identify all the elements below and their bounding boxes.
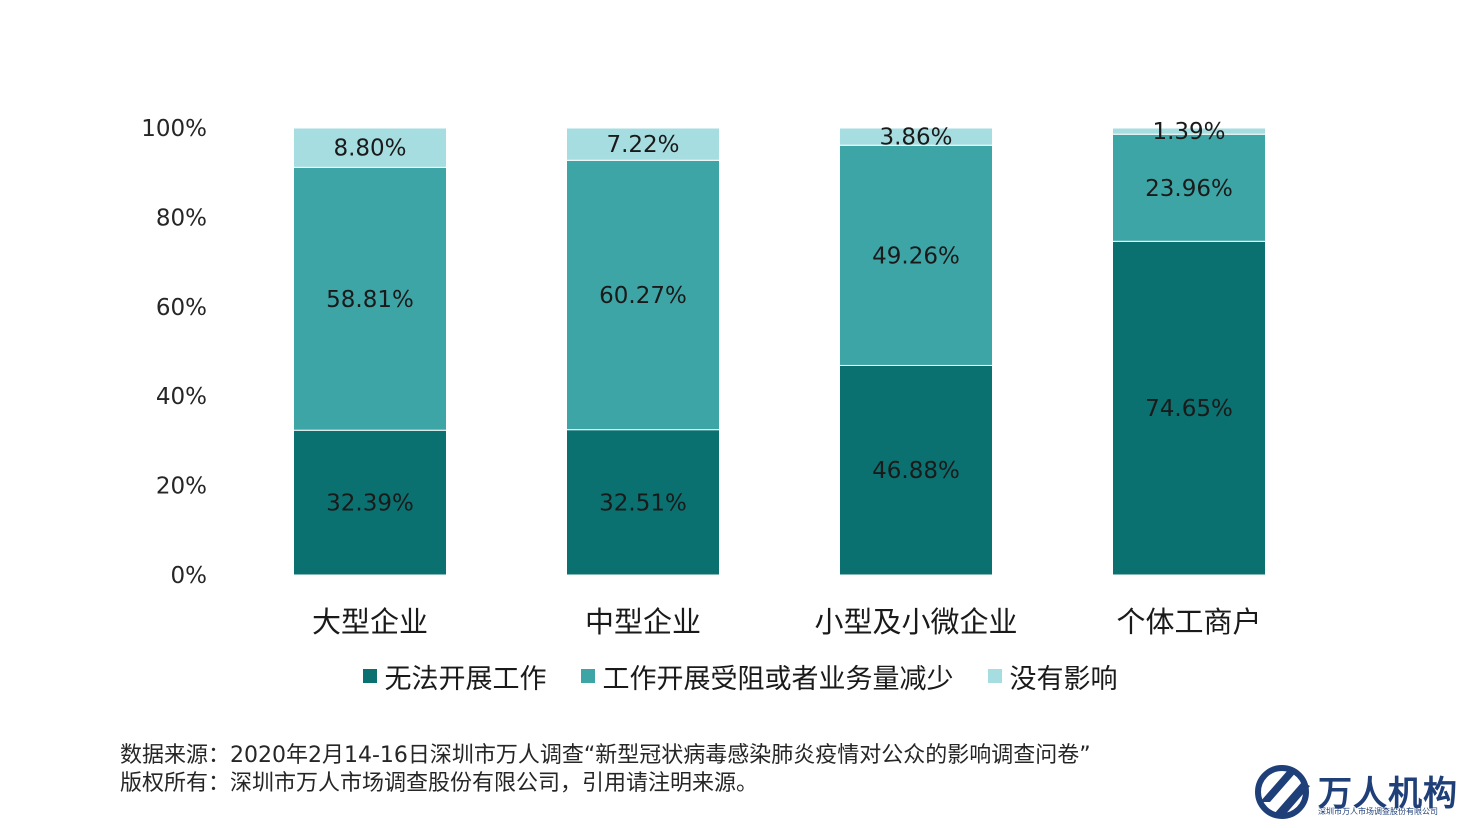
- legend-swatch: [362, 669, 377, 683]
- company-logo: 万人机构 深圳市万人市场调查股份有限公司: [1254, 762, 1464, 822]
- data-label: 74.65%: [1145, 396, 1233, 422]
- legend-label: 无法开展工作: [384, 663, 547, 695]
- bar-segment: [839, 364, 993, 576]
- y-tick-label: 80%: [156, 205, 207, 231]
- bar-segment: [293, 127, 447, 168]
- bar-segment: [293, 429, 447, 576]
- bar-segment: [566, 127, 720, 161]
- data-label: 7.22%: [606, 132, 679, 158]
- y-tick-label: 0%: [171, 563, 208, 589]
- data-label: 46.88%: [872, 458, 960, 484]
- x-tick-label: 小型及小微企业: [814, 605, 1017, 639]
- x-tick-label: 大型企业: [312, 605, 428, 639]
- bar-segment: [1112, 127, 1266, 135]
- logo-subtitle: 深圳市万人市场调查股份有限公司: [1318, 807, 1438, 816]
- legend-swatch: [580, 669, 595, 683]
- legend: 无法开展工作 工作开展受阻或者业务量减少 没有影响: [0, 656, 1480, 696]
- bar-segment: [839, 144, 993, 366]
- y-tick-label: 20%: [156, 474, 207, 500]
- bar-segment: [566, 159, 720, 431]
- legend-item-no-impact: 没有影响: [987, 657, 1118, 696]
- legend-swatch: [987, 669, 1002, 683]
- bar-segment: [1112, 133, 1266, 242]
- bar-segment: [839, 127, 993, 146]
- source-note: 数据来源：2020年2月14-16日深圳市万人调查“新型冠状病毒感染肺炎疫情对公…: [120, 743, 1091, 768]
- legend-item-cannot-work: 无法开展工作: [362, 657, 547, 696]
- data-label: 32.39%: [326, 491, 414, 517]
- data-label: 60.27%: [599, 283, 687, 309]
- y-tick-label: 60%: [156, 295, 207, 321]
- data-label: 3.86%: [879, 125, 952, 151]
- bar-segment: [566, 429, 720, 576]
- data-label: 23.96%: [1145, 176, 1233, 202]
- legend-label: 没有影响: [1009, 663, 1118, 695]
- legend-label: 工作开展受阻或者业务量减少: [602, 663, 954, 695]
- copyright-note: 版权所有：深圳市万人市场调查股份有限公司，引用请注明来源。: [120, 771, 759, 796]
- x-tick-label: 中型企业: [585, 605, 701, 639]
- data-label: 8.80%: [333, 136, 406, 162]
- bar-segment: [293, 166, 447, 431]
- y-tick-label: 100%: [141, 116, 207, 142]
- data-label: 1.39%: [1152, 119, 1225, 145]
- legend-item-hindered: 工作开展受阻或者业务量减少: [580, 657, 954, 696]
- data-label: 49.26%: [872, 243, 960, 269]
- y-tick-label: 40%: [156, 384, 207, 410]
- data-label: 58.81%: [326, 287, 414, 313]
- data-label: 32.51%: [599, 490, 687, 516]
- logo-mark-icon: [1255, 765, 1310, 819]
- logo-name: 万人机构: [1318, 774, 1458, 814]
- x-tick-label: 个体工商户: [1116, 605, 1261, 639]
- bar-segment: [1112, 240, 1266, 576]
- footer: 数据来源：2020年2月14-16日深圳市万人调查“新型冠状病毒感染肺炎疫情对公…: [120, 742, 1240, 798]
